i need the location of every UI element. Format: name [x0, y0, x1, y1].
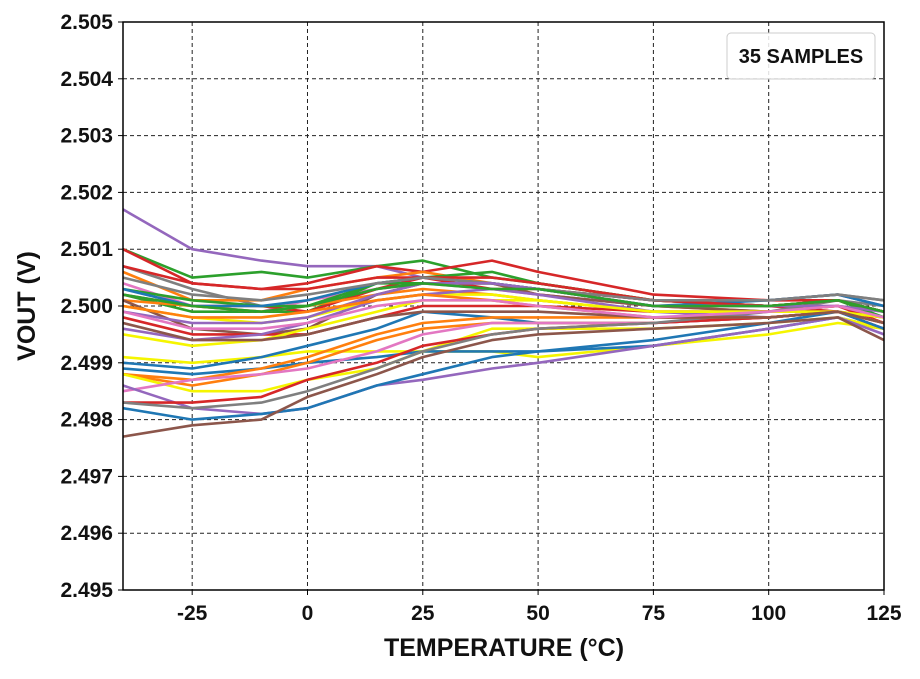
- y-tick-label: 2.504: [60, 68, 113, 91]
- series-line-16: [122, 316, 885, 376]
- y-tick-label: 2.501: [60, 238, 113, 261]
- x-tick-label: 100: [751, 602, 786, 625]
- y-tick-label: 2.505: [60, 11, 113, 34]
- y-axis-label: VOUT (V): [13, 251, 41, 361]
- legend-text: 35 SAMPLES: [739, 46, 863, 68]
- x-axis-label: TEMPERATURE (°C): [384, 634, 624, 662]
- series-line-29: [122, 276, 885, 302]
- series-lines: [122, 208, 885, 438]
- series-line-33: [122, 310, 885, 342]
- y-tick-label: 2.499: [60, 352, 113, 375]
- x-tick-label: 25: [411, 602, 435, 625]
- y-tick-label: 2.498: [60, 409, 113, 432]
- y-tick-label: 2.503: [60, 125, 113, 148]
- y-tick-label: 2.496: [60, 522, 113, 545]
- y-tick-label: 2.500: [60, 295, 113, 318]
- series-line-35: [122, 281, 885, 314]
- series-line-22: [123, 310, 885, 404]
- x-tick-label: 0: [302, 602, 314, 625]
- series-line-21: [122, 316, 885, 416]
- y-tick-label: 2.497: [60, 465, 113, 488]
- x-axis-ticks: -25 0 25 50 75 100 125: [177, 590, 902, 625]
- x-tick-label: 125: [866, 602, 901, 625]
- x-tick-label: 75: [642, 602, 666, 625]
- x-tick-label: 50: [526, 602, 549, 625]
- y-tick-label: 2.502: [60, 181, 113, 204]
- series-line-34: [122, 298, 885, 331]
- y-tick-label: 2.495: [60, 579, 113, 602]
- x-tick-label: -25: [177, 602, 208, 625]
- legend-box: [726, 32, 876, 80]
- y-axis-ticks: 2.495 2.496 2.497 2.498 2.499 2.500 2.501 2.502…: [60, 11, 123, 602]
- legend: 35 SAMPLES: [726, 32, 876, 80]
- series-line-25: [122, 316, 885, 438]
